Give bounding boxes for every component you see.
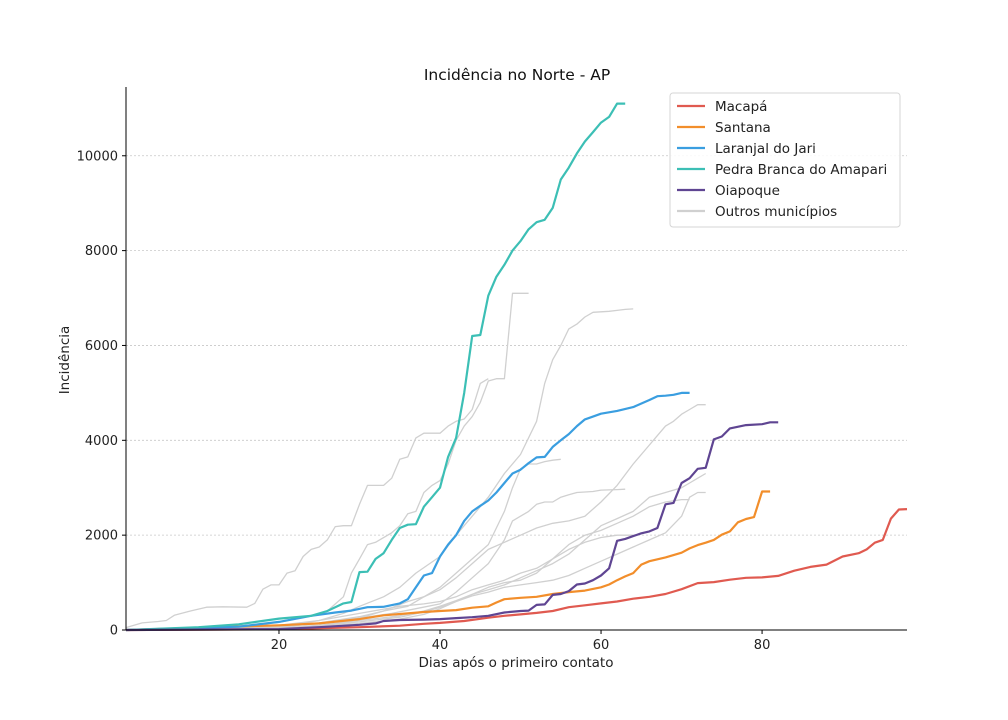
x-tick-label: 80 [754,638,771,653]
legend-label: Oiapoque [715,183,780,199]
series-line-oiapoque [125,421,779,632]
x-tick-label: 60 [593,638,610,653]
y-axis-label: Incidência [57,326,73,395]
chart-title: Incidência no Norte - AP [424,66,610,84]
y-tick-label: 2000 [85,529,118,544]
series-line-outro-municipio [125,404,706,631]
y-tick-label: 8000 [85,244,118,259]
y-ticks: 0 2000 4000 6000 8000 10000 [77,149,126,639]
y-tick-label: 10000 [77,149,118,164]
legend-label: Pedra Branca do Amapari [715,162,887,178]
x-ticks: 20 40 60 80 [271,630,771,653]
series-line-pedra-branca-do-amapari [125,102,626,632]
series-line-santana [125,490,771,632]
y-tick-label: 4000 [85,434,118,449]
series-line-macapa [125,508,908,632]
series-line-outro-municipio [125,534,634,631]
legend-label: Santana [715,120,771,136]
legend-label: Laranjal do Jari [715,141,816,157]
series-line-outro-municipio [125,292,529,631]
x-tick-label: 40 [432,638,449,653]
series-line-outro-municipio [125,308,634,631]
axes [125,87,907,631]
x-tick-label: 20 [271,638,288,653]
legend-box [669,92,901,228]
series-lines [125,102,908,632]
legend-label: Macapá [715,99,767,115]
series-line-outro-municipio [125,472,707,631]
y-tick-label: 0 [110,624,118,639]
legend-label: Outros municípios [715,204,837,220]
legend: Macapá Santana Laranjal do Jari Pedra Branc… [669,92,901,228]
series-line-outros-municipios [125,378,489,629]
x-axis-label: Dias após o primeiro contato [419,655,614,671]
series-line-laranjal-do-jari [125,391,690,632]
series-line-outro-municipio [125,491,706,631]
y-tick-label: 6000 [85,339,118,354]
series-line-outro-municipio [125,458,561,631]
